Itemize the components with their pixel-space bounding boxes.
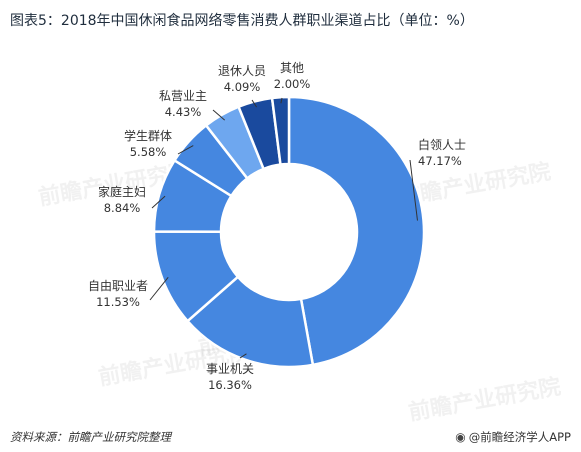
slice-value-label: 16.36% — [208, 378, 252, 392]
leader-line — [149, 276, 169, 301]
slice-label: 事业机关 — [206, 362, 254, 376]
weibo-icon: ◉ — [455, 430, 466, 444]
donut-slice — [287, 95, 426, 367]
slice-value-label: 11.53% — [96, 295, 140, 309]
brand-text: @前瞻经济学人APP — [468, 430, 571, 444]
donut-slices — [152, 95, 426, 369]
footer: 资料来源：前瞻产业研究院整理 ◉ @前瞻经济学人APP — [10, 427, 571, 447]
slice-value-label: 47.17% — [418, 154, 462, 168]
leader-line — [212, 109, 226, 121]
brand-credit: ◉ @前瞻经济学人APP — [455, 429, 571, 445]
leader-line — [251, 99, 257, 108]
source-note: 资料来源：前瞻产业研究院整理 — [10, 430, 171, 444]
slice-label: 其他 — [280, 61, 304, 75]
leader-line — [177, 145, 194, 155]
leader-line — [409, 159, 418, 221]
slice-value-label: 8.84% — [104, 201, 141, 215]
slice-label: 自由职业者 — [88, 279, 148, 293]
slice-value-label: 2.00% — [274, 77, 311, 91]
slice-label: 学生群体 — [124, 128, 172, 143]
slice-label: 私营业主 — [159, 89, 207, 103]
slice-value-label: 4.09% — [224, 80, 261, 94]
leader-line — [280, 97, 283, 104]
watermark-text: 前瞻产业研究院 — [407, 374, 563, 425]
slice-label: 家庭主妇 — [98, 184, 146, 199]
leader-line — [151, 195, 166, 209]
slice-label: 退休人员 — [218, 64, 266, 78]
donut-chart: 前瞻产业研究院前瞻产业研究院前瞻产业研究院前瞻产业研究院前瞻产业研究院 白领人士… — [37, 61, 563, 425]
slice-value-label: 4.43% — [165, 105, 202, 119]
chart-title: 图表5：2018年中国休闲食品网络零售消费人群职业渠道占比（单位：%） — [10, 13, 474, 29]
leader-lines — [149, 97, 418, 359]
slice-labels: 白领人士 47.17% 事业机关 16.36% 自由职业者 11.53% 家庭主妇 8.84%… — [88, 61, 466, 392]
slice-value-label: 5.58% — [130, 145, 167, 159]
donut-slice — [270, 95, 291, 166]
leader-line — [239, 353, 247, 359]
slice-label: 白领人士 — [418, 137, 466, 152]
